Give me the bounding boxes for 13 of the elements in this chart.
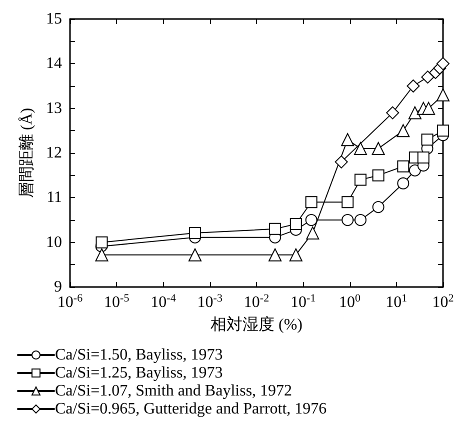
y-tick-label: 15 [46, 10, 62, 28]
x-axis-title: 相対湿度 (%) [210, 316, 302, 334]
legend-label: Ca/Si=0.965, Gutteridge and Parrott, 1976 [55, 400, 327, 418]
y-axis-title: 層間距離 (Å) [18, 108, 36, 198]
legend-label: Ca/Si=1.07, Smith and Bayliss, 1972 [55, 382, 292, 400]
y-tick-label: 12 [46, 144, 62, 162]
y-tick-label: 14 [46, 55, 62, 72]
legend-label: Ca/Si=1.25, Bayliss, 1973 [55, 364, 223, 382]
y-tick-label: 11 [46, 189, 62, 206]
y-tick-label: 13 [46, 100, 62, 117]
y-tick-label: 9 [54, 278, 62, 296]
y-tick-label: 10 [46, 234, 62, 251]
legend-label: Ca/Si=1.50, Bayliss, 1973 [55, 346, 223, 364]
